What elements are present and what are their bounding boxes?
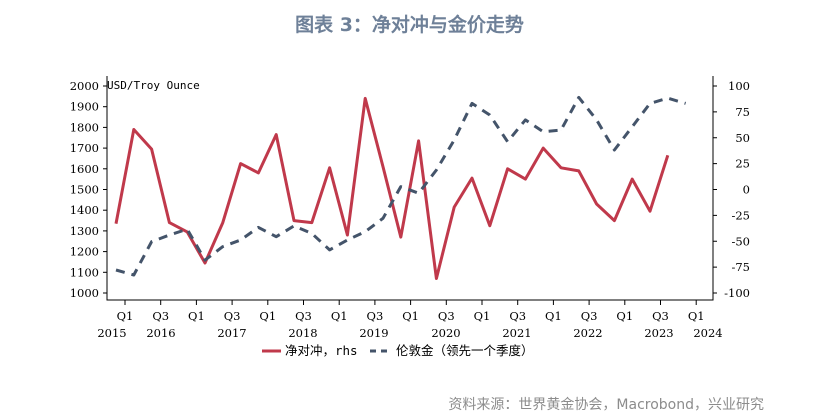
chart-title: 图表 3：净对冲与金价走势 xyxy=(295,14,524,36)
x-year-label: 2021 xyxy=(502,326,531,340)
left-axis-label: USD/Troy Ounce xyxy=(107,79,200,92)
right-tick-label: 100 xyxy=(728,79,750,93)
x-tick-label: Q3 xyxy=(295,309,312,323)
left-tick-label: 1700 xyxy=(70,141,99,155)
x-year-label: 2018 xyxy=(288,326,317,340)
left-tick-label: 1900 xyxy=(70,100,99,114)
x-tick-label: Q3 xyxy=(581,309,598,323)
chart-svg: USD/Troy Ounce 1000110012001300140015001… xyxy=(70,76,750,358)
right-tick-label: 25 xyxy=(735,157,750,171)
legend: 净对冲，rhs 伦敦金（领先一个季度） xyxy=(262,343,534,358)
x-year-label: 2023 xyxy=(644,326,673,340)
x-tick-label: Q1 xyxy=(188,309,205,323)
right-tick-label: -25 xyxy=(731,208,750,222)
x-year-label: 2019 xyxy=(359,326,388,340)
x-tick-label: Q1 xyxy=(545,309,562,323)
right-tick-label: 0 xyxy=(743,183,750,197)
x-year-label: 2015 xyxy=(97,326,126,340)
right-tick-label: 75 xyxy=(735,105,750,119)
right-tick-label: 50 xyxy=(735,131,750,145)
right-tick-label: -75 xyxy=(731,260,750,274)
x-tick-label: Q1 xyxy=(474,309,491,323)
x-tick-label: Q3 xyxy=(224,309,241,323)
x-tick-label: Q1 xyxy=(117,309,134,323)
x-year-label: 2016 xyxy=(146,326,175,340)
x-year-label: 2020 xyxy=(431,326,460,340)
x-year-label: 2022 xyxy=(573,326,602,340)
left-tick-label: 1800 xyxy=(70,120,99,134)
right-tick-label: -50 xyxy=(731,234,750,248)
x-tick-label: Q3 xyxy=(509,309,526,323)
left-tick-label: 1500 xyxy=(70,183,99,197)
x-tick-label: Q3 xyxy=(438,309,455,323)
left-tick-label: 1000 xyxy=(70,286,99,300)
axis-frame xyxy=(106,76,714,301)
series-line-gold xyxy=(115,95,687,277)
source-note: 资料来源：世界黄金协会，Macrobond，兴业研究 xyxy=(448,397,764,413)
right-tick-label: -100 xyxy=(724,286,750,300)
left-tick-label: 1200 xyxy=(70,245,99,259)
x-tick-label: Q1 xyxy=(616,309,633,323)
left-tick-label: 1400 xyxy=(70,203,99,217)
x-tick-label: Q1 xyxy=(402,309,419,323)
legend-label-gold: 伦敦金（领先一个季度） xyxy=(396,343,534,358)
x-year-label: 2024 xyxy=(693,326,722,340)
left-tick-label: 2000 xyxy=(70,79,99,93)
x-year-label: 2017 xyxy=(217,326,246,340)
x-tick-label: Q1 xyxy=(259,309,276,323)
legend-label-net-hedging: 净对冲，rhs xyxy=(285,343,358,358)
x-tick-label: Q1 xyxy=(688,309,705,323)
left-tick-label: 1300 xyxy=(70,224,99,238)
x-tick-label: Q3 xyxy=(152,309,169,323)
left-tick-label: 1100 xyxy=(70,265,99,279)
x-tick-label: Q1 xyxy=(331,309,348,323)
x-tick-label: Q3 xyxy=(652,309,669,323)
x-tick-label: Q3 xyxy=(367,309,384,323)
left-tick-label: 1600 xyxy=(70,162,99,176)
